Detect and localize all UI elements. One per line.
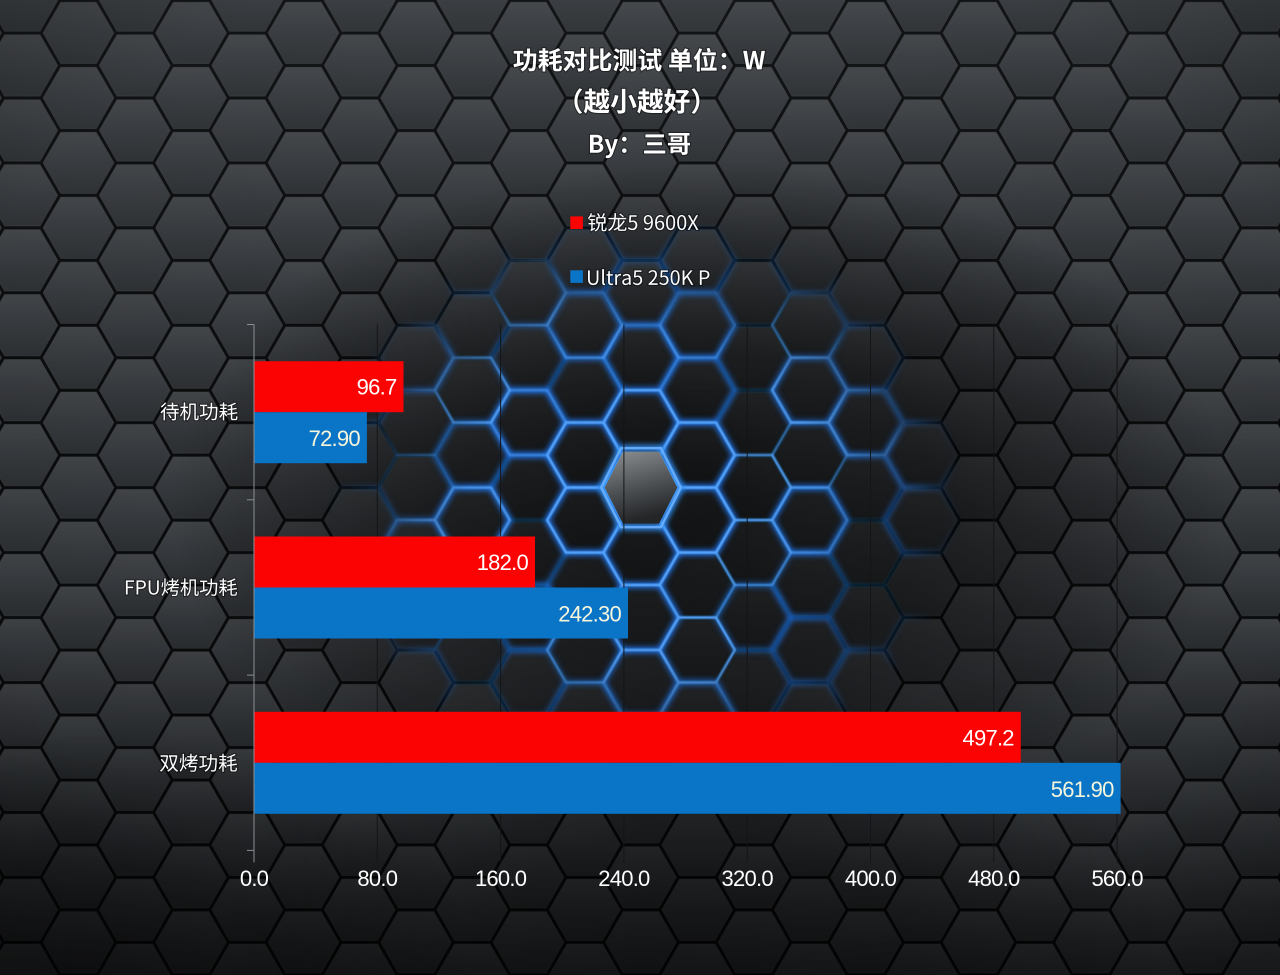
svg-text:96.7: 96.7 bbox=[357, 375, 397, 400]
svg-text:80.0: 80.0 bbox=[357, 866, 397, 891]
svg-text:240.0: 240.0 bbox=[598, 866, 650, 891]
svg-text:400.0: 400.0 bbox=[845, 866, 897, 891]
svg-text:242.30: 242.30 bbox=[558, 602, 621, 627]
svg-text:561.90: 561.90 bbox=[1051, 777, 1114, 802]
svg-text:560.0: 560.0 bbox=[1091, 866, 1143, 891]
svg-text:160.0: 160.0 bbox=[475, 866, 527, 891]
svg-text:182.0: 182.0 bbox=[477, 550, 529, 575]
svg-text:320.0: 320.0 bbox=[722, 866, 774, 891]
svg-text:72.90: 72.90 bbox=[309, 426, 361, 451]
svg-text:0.0: 0.0 bbox=[240, 866, 269, 891]
svg-text:497.2: 497.2 bbox=[962, 725, 1014, 750]
svg-text:480.0: 480.0 bbox=[968, 866, 1020, 891]
